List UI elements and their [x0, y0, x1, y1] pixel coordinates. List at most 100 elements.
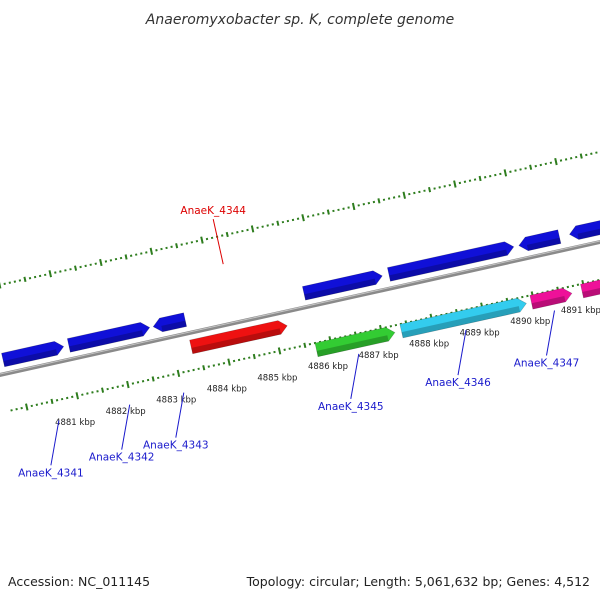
minor-tick [276, 220, 280, 226]
minor-tick [529, 164, 533, 170]
gene-arrow-shading [161, 320, 187, 332]
gene-arrow-shading [191, 328, 281, 354]
kbp-tick-label: 4888 kbp [409, 340, 449, 350]
major-tick [176, 369, 181, 378]
minor-tick [332, 209, 335, 213]
gene-label[interactable]: AnaeK_4342 [89, 452, 155, 464]
minor-tick [116, 385, 119, 389]
minor-tick [13, 280, 17, 283]
gene-label[interactable]: AnaeK_4344 [180, 205, 246, 217]
minor-tick [197, 367, 200, 371]
minor-tick [303, 342, 307, 349]
minor-tick [232, 359, 236, 363]
minor-tick [187, 369, 190, 373]
minor-tick [84, 264, 87, 268]
gene-arrow[interactable] [518, 229, 562, 252]
gene-label[interactable]: AnaeK_4343 [143, 440, 209, 452]
minor-tick [248, 356, 251, 359]
minor-tick [463, 180, 467, 184]
minor-tick [165, 246, 168, 250]
gene-arrow-shading [531, 296, 566, 310]
gene-label-leader [457, 330, 467, 376]
gene-arrow[interactable] [302, 270, 383, 301]
minor-tick [473, 178, 477, 181]
major-tick [149, 247, 154, 255]
minor-tick [569, 157, 573, 160]
minor-tick [367, 201, 371, 205]
gene-arrow-shading [526, 237, 561, 251]
major-tick [48, 270, 52, 278]
minor-tick [74, 265, 78, 271]
gene-arrow[interactable] [569, 213, 600, 240]
minor-tick [50, 398, 54, 404]
gene-arrow[interactable] [387, 241, 515, 282]
minor-tick [20, 406, 23, 410]
major-tick [25, 403, 29, 411]
major-tick [99, 258, 103, 267]
minor-tick [377, 198, 381, 204]
genome-title: Anaeromyxobacter sp. K, complete genome [145, 12, 454, 28]
minor-tick [101, 387, 105, 393]
minor-tick [252, 353, 256, 360]
gene-label-leader [212, 218, 224, 265]
minor-tick [91, 391, 94, 394]
gene-label[interactable]: AnaeK_4341 [18, 467, 84, 479]
minor-tick [55, 399, 59, 402]
gene-arrow[interactable] [529, 287, 573, 310]
gene-arrow[interactable] [580, 271, 600, 299]
kbp-tick-label: 4883 kbp [156, 396, 196, 406]
upper-ruler-ticks [0, 151, 598, 289]
minor-tick [59, 270, 62, 273]
genome-summary-text: Topology: circular; Length: 5,061,632 bp… [246, 574, 590, 589]
gene-label-leader [50, 420, 60, 466]
major-tick [250, 225, 255, 233]
minor-tick [579, 153, 583, 159]
minor-tick [534, 164, 537, 168]
gene-arrow-shading [389, 249, 508, 282]
minor-tick [71, 395, 74, 399]
minor-tick [306, 215, 310, 218]
gene-label[interactable]: AnaeK_4345 [318, 401, 384, 413]
gene-arrow[interactable] [189, 320, 288, 355]
kbp-tick-label: 4887 kbp [359, 351, 399, 361]
major-tick [453, 180, 457, 188]
minor-tick [10, 409, 13, 412]
gene-arrow[interactable] [314, 327, 396, 358]
gene-track [1, 213, 600, 368]
major-tick [200, 236, 204, 244]
major-tick [126, 380, 130, 389]
gene-arrow[interactable] [399, 297, 527, 339]
minor-tick [483, 176, 487, 179]
minor-tick [283, 348, 286, 352]
minor-tick [175, 243, 179, 249]
kbp-tick-label: 4882 kbp [106, 407, 146, 417]
minor-tick [23, 276, 27, 283]
major-tick [75, 392, 79, 400]
minor-tick [81, 393, 84, 396]
minor-tick [544, 162, 548, 166]
gene-arrow[interactable] [152, 312, 187, 333]
gene-label[interactable]: AnaeK_4347 [514, 358, 580, 370]
minor-tick [129, 254, 133, 258]
major-tick [227, 358, 231, 366]
gene-arrow-shading [3, 349, 58, 367]
minor-tick [566, 285, 570, 289]
accession-text: Accession: NC_011145 [8, 574, 150, 589]
minor-tick [236, 231, 239, 234]
major-tick [277, 347, 282, 355]
kbp-tick-label: 4889 kbp [460, 328, 500, 338]
gene-arrow-shading [582, 288, 600, 298]
minor-tick [326, 209, 330, 215]
major-tick [554, 157, 558, 166]
minor-tick [428, 186, 432, 193]
backbone-line [0, 239, 600, 378]
minor-tick [519, 168, 522, 171]
gene-arrow[interactable] [66, 322, 151, 353]
gene-arrow[interactable] [1, 341, 65, 368]
minor-tick [155, 248, 158, 252]
minor-tick [296, 217, 300, 221]
gene-label[interactable]: AnaeK_4346 [425, 377, 491, 389]
major-tick [301, 214, 305, 222]
